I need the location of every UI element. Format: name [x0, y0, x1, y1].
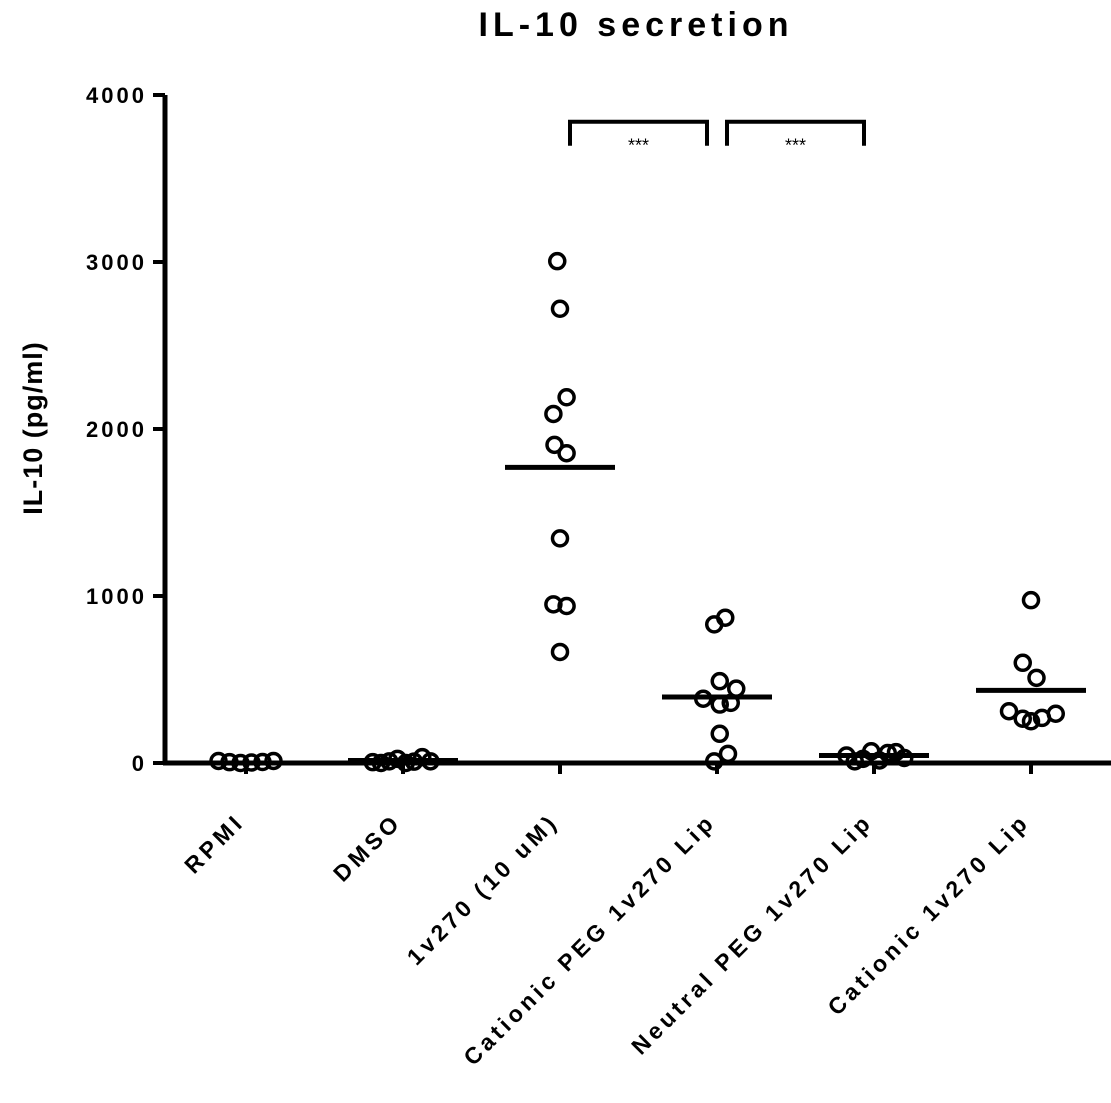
data-point — [550, 299, 570, 319]
data-point — [557, 388, 576, 407]
y-axis-label: IL-10 (pg/ml) — [18, 341, 48, 515]
data-point — [550, 642, 570, 662]
data-point — [710, 671, 729, 691]
data-point — [544, 404, 563, 424]
significance-label: *** — [628, 136, 649, 156]
y-tick-label: 4000 — [86, 83, 147, 108]
data-point — [253, 752, 272, 772]
data-point — [550, 529, 570, 548]
data-point — [557, 596, 576, 616]
data-point — [694, 689, 713, 708]
data-point — [710, 724, 729, 744]
data-point — [878, 743, 897, 763]
significance-bracket — [725, 119, 866, 146]
data-point — [548, 251, 567, 271]
data-point — [545, 435, 564, 455]
y-tick-label: 3000 — [86, 250, 147, 275]
chart-title: IL-10 secretion — [479, 6, 794, 44]
y-tick-label: 1000 — [86, 584, 147, 609]
data-point — [1021, 712, 1041, 731]
y-tick-label: 0 — [132, 751, 147, 776]
data-point — [710, 695, 729, 714]
x-category-label: Cationic PEG 1v270 Lip — [458, 808, 720, 1070]
x-category-label: DMSO — [328, 808, 406, 886]
data-point — [231, 753, 250, 773]
data-point — [242, 753, 261, 772]
data-point — [721, 693, 740, 713]
data-point — [1027, 668, 1046, 688]
data-point — [895, 748, 914, 768]
data-point — [999, 701, 1019, 721]
data-point — [371, 753, 391, 773]
data-point — [705, 752, 724, 771]
data-point — [209, 751, 228, 771]
data-point — [845, 752, 864, 771]
data-point — [396, 753, 415, 773]
data-point — [557, 443, 576, 463]
data-point — [1013, 653, 1032, 673]
x-category-label: 1v270 (10 uM) — [402, 808, 564, 970]
significance-label: *** — [785, 136, 806, 156]
y-tick-label: 2000 — [86, 417, 147, 442]
data-point — [718, 744, 738, 764]
data-point — [220, 752, 239, 772]
data-point — [716, 608, 735, 627]
data-point — [1046, 704, 1065, 723]
significance-bracket — [568, 119, 709, 146]
data-point — [264, 751, 283, 771]
data-point — [421, 752, 440, 771]
data-point — [1021, 590, 1041, 610]
data-point — [1013, 709, 1032, 728]
x-category-label: RPMI — [179, 808, 249, 878]
